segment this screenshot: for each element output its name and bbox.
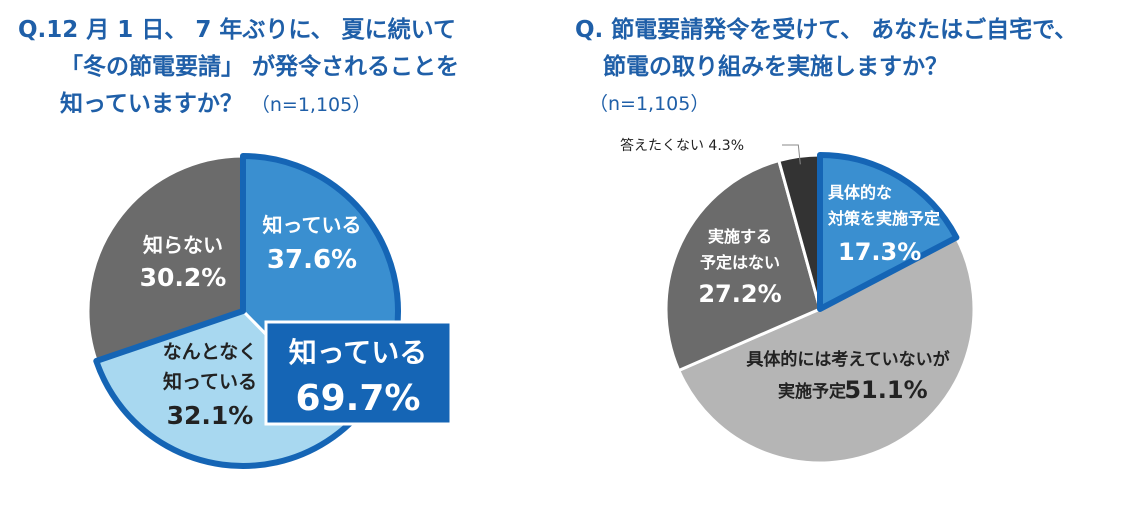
pie1-callout-label: 知っている <box>289 336 428 369</box>
chart2-title-line2: 節電の取り組みを実施しますか？ <box>603 54 948 80</box>
chart1-title-line3-wrap: 知っていますか？ （n=1,105） <box>18 86 459 124</box>
chart2-title-line1: Q. 節電要請発令を受けて、 あなたはご自宅で、 <box>575 17 1078 43</box>
pie2-label-1a: 具体的な <box>828 183 892 202</box>
chart1-title: Q.12 月 1 日、 7 年ぶりに、 夏に続いて 「冬の節電要請」 が発令され… <box>18 12 459 124</box>
pie2-value-1: 17.3% <box>838 238 921 266</box>
pie1-value-1: 37.6% <box>267 245 357 275</box>
chart1-sample-size: （n=1,105） <box>250 94 372 116</box>
chart2-sample-size: （n=1,105） <box>589 93 710 115</box>
pie2-label-3a: 実施する <box>708 227 772 246</box>
pie2-slice1-outline <box>817 152 960 312</box>
pie1-label-2b: 知っている <box>163 370 257 393</box>
chart1-title-line3: 知っていますか？ <box>60 91 243 117</box>
pie2-label-2b: 実施予定 <box>778 381 846 402</box>
pie2-value-2: 51.1% <box>844 376 927 404</box>
pie1-label-2a: なんとなく <box>163 341 257 363</box>
pie1-callout-value: 69.7% <box>296 378 421 419</box>
pie2-label-4: 答えたくない 4.3% <box>620 137 744 154</box>
pie2-label-1b: 対策を実施予定 <box>827 209 940 228</box>
pie2-label-2a: 具体的には考えていないが <box>745 349 949 370</box>
pie2-slice-3 <box>664 158 822 373</box>
pie2-label-3b: 予定はない <box>700 253 780 272</box>
pie-chart-1: 知っている37.6%なんとなく知っている32.1%知らない30.2%知っている6… <box>86 153 453 469</box>
pie1-label-1: 知っている <box>263 213 362 237</box>
pie1-value-2: 32.1% <box>167 401 254 430</box>
pie2-value-3: 27.2% <box>698 280 781 308</box>
pie1-slice-3 <box>86 154 245 363</box>
pie2-slice-2 <box>676 235 976 465</box>
chart2-title: Q. 節電要請発令を受けて、 あなたはご自宅で、 節電の取り組みを実施しますか？… <box>575 12 1077 123</box>
pie2-leader-line <box>782 144 801 165</box>
pie1-value-3: 30.2% <box>140 263 227 292</box>
chart1-title-line2: 「冬の節電要請」 が発令されることを <box>60 54 460 80</box>
pie1-label-3: 知らない <box>143 233 223 257</box>
chart1-title-line1: Q.12 月 1 日、 7 年ぶりに、 夏に続いて <box>18 17 456 43</box>
pie1-callout-box <box>264 320 453 426</box>
